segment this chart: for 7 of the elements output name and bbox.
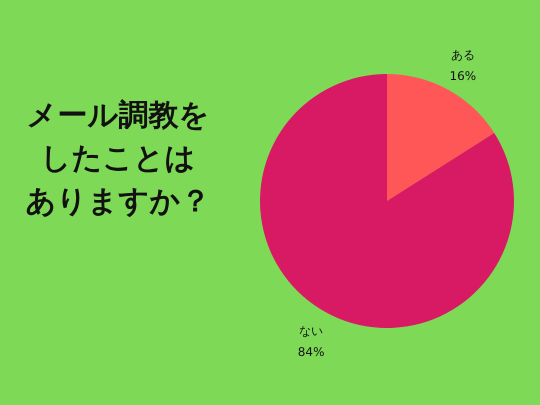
slice-label: ある bbox=[450, 48, 475, 62]
data-label: 84% bbox=[298, 345, 324, 359]
data-label: 16% bbox=[450, 69, 476, 83]
text: ありますか？ bbox=[26, 184, 210, 219]
text: したことは bbox=[40, 141, 196, 176]
text: メール調教を bbox=[26, 98, 210, 133]
slice-label: ない bbox=[299, 324, 324, 338]
